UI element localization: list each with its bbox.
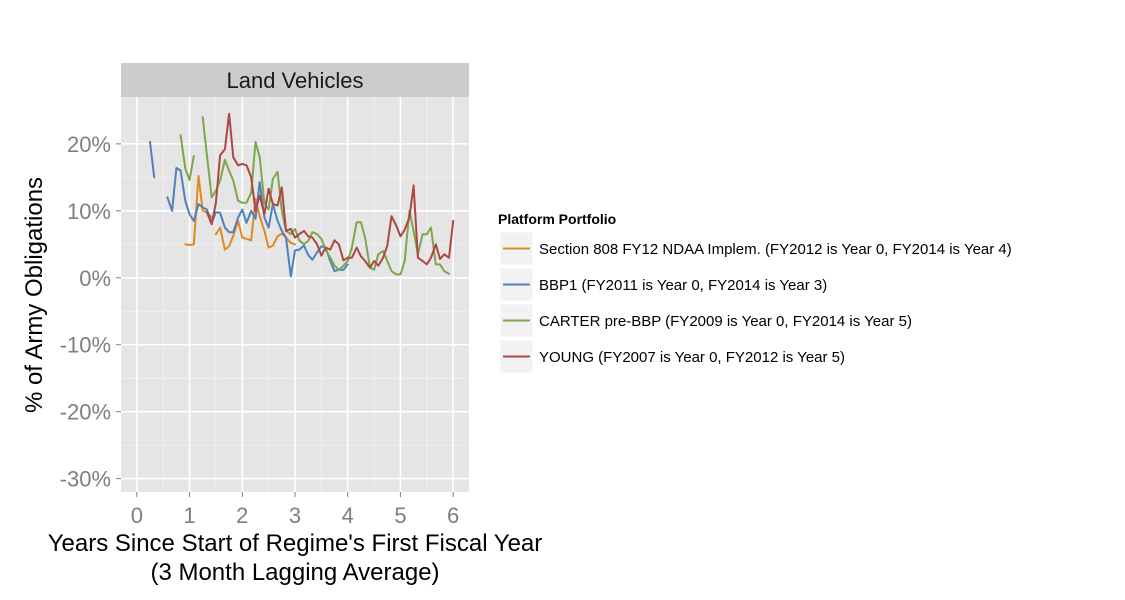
series-line-segment (214, 197, 296, 251)
y-tick-label: 0% (79, 266, 111, 291)
series-lines (149, 112, 455, 278)
legend-item: Section 808 FY12 NDAA Implem. (FY2012 is… (499, 231, 1012, 266)
legend-label: YOUNG (FY2007 is Year 0, FY2012 is Year … (539, 349, 845, 366)
series-line-segment (149, 140, 156, 179)
legend-label: CARTER pre-BBP (FY2009 is Year 0, FY2014… (539, 313, 912, 330)
legend-label: Section 808 FY12 NDAA Implem. (FY2012 is… (539, 241, 1012, 258)
facet-strip (121, 63, 469, 97)
x-tick-label: 2 (236, 503, 248, 528)
legend-title: Platform Portfolio (498, 211, 616, 227)
facet-title: Land Vehicles (227, 68, 364, 93)
x-tick-label: 6 (447, 503, 459, 528)
series-line-segment (179, 134, 195, 181)
x-tick-label: 0 (131, 503, 143, 528)
legend-item: BBP1 (FY2011 is Year 0, FY2014 is Year 3… (499, 267, 827, 302)
major-gridlines (121, 97, 469, 492)
y-tick-label: 10% (67, 199, 111, 224)
y-axis: 20% 10% 0% -10% -20% -30% (60, 132, 121, 492)
series-line (205, 112, 455, 269)
x-tick-label: 1 (183, 503, 195, 528)
legend: Platform Portfolio Section 808 FY12 NDAA… (498, 211, 1012, 374)
x-tick-label: 5 (394, 503, 406, 528)
x-tick-label: 4 (342, 503, 354, 528)
legend-item: CARTER pre-BBP (FY2009 is Year 0, FY2014… (499, 303, 912, 338)
y-tick-label: -30% (60, 467, 111, 492)
x-tick-label: 3 (289, 503, 301, 528)
y-tick-label: 20% (67, 132, 111, 157)
x-axis: 0 1 2 3 4 5 6 (131, 492, 459, 528)
x-axis-title: Years Since Start of Regime's First Fisc… (48, 530, 543, 557)
legend-item: YOUNG (FY2007 is Year 0, FY2012 is Year … (499, 339, 845, 374)
series-line-segment (205, 112, 455, 269)
y-tick-label: -20% (60, 400, 111, 425)
legend-label: BBP1 (FY2011 is Year 0, FY2014 is Year 3… (539, 277, 827, 294)
y-axis-title: % of Army Obligations (21, 177, 48, 413)
x-axis-subtitle: (3 Month Lagging Average) (150, 559, 439, 586)
y-tick-label: -10% (60, 333, 111, 358)
